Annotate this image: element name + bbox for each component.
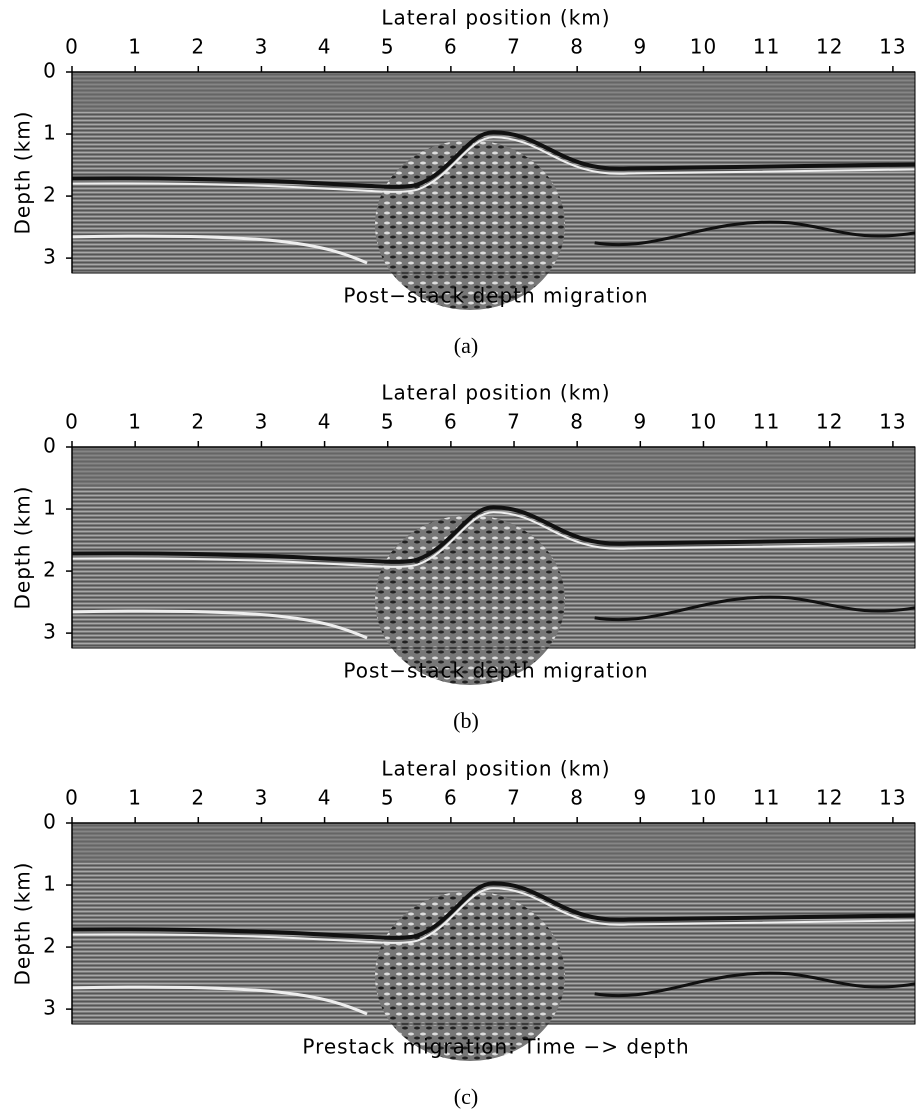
y-tick-label: 1 <box>43 872 57 896</box>
y-tick-label: 0 <box>43 810 57 834</box>
x-tick-label: 5 <box>381 35 395 59</box>
x-tick-label: 12 <box>816 786 843 810</box>
x-tick-label: 0 <box>65 786 79 810</box>
reflector <box>594 220 916 247</box>
panel-label: (c) <box>454 1084 478 1109</box>
x-tick-label: 6 <box>444 410 458 434</box>
reflector <box>594 971 916 998</box>
x-tick-label: 0 <box>65 35 79 59</box>
reflector <box>71 130 916 189</box>
reflector <box>71 985 368 1016</box>
x-tick-label: 6 <box>444 786 458 810</box>
y-tick-label: 2 <box>43 558 57 582</box>
y-tick-label: 1 <box>43 496 57 520</box>
reflector <box>71 609 368 640</box>
x-tick-label: 3 <box>255 786 269 810</box>
x-tick-label: 13 <box>879 786 906 810</box>
x-tick-label: 4 <box>318 35 332 59</box>
x-tick-label: 4 <box>318 786 332 810</box>
y-tick-label: 3 <box>43 620 57 644</box>
x-tick-label: 13 <box>879 410 906 434</box>
y-axis-title: Depth (km) <box>11 111 35 235</box>
x-tick-label: 7 <box>507 786 521 810</box>
y-axis-title: Depth (km) <box>11 862 35 986</box>
image-frame <box>71 71 916 274</box>
image-frame <box>71 822 916 1025</box>
x-axis-title: Lateral position (km) <box>381 381 610 405</box>
reflector <box>71 881 916 940</box>
shallow-zone <box>72 72 915 112</box>
x-tick-label: 12 <box>816 35 843 59</box>
x-tick-label: 0 <box>65 410 79 434</box>
image-frame <box>71 446 916 649</box>
x-tick-label: 2 <box>191 410 205 434</box>
x-tick-label: 13 <box>879 35 906 59</box>
x-tick-label: 11 <box>753 35 780 59</box>
reflector <box>594 595 916 622</box>
x-tick-label: 9 <box>633 786 647 810</box>
reflector <box>71 887 916 944</box>
x-tick-label: 10 <box>690 410 717 434</box>
x-tick-label: 1 <box>128 35 142 59</box>
reflector <box>71 234 368 265</box>
x-tick-label: 4 <box>318 410 332 434</box>
x-tick-label: 8 <box>570 35 584 59</box>
shallow-zone <box>72 447 915 487</box>
x-tick-label: 8 <box>570 410 584 434</box>
x-tick-label: 12 <box>816 410 843 434</box>
y-axis-title: Depth (km) <box>11 486 35 610</box>
y-tick-label: 0 <box>43 59 57 83</box>
x-tick-label: 2 <box>191 35 205 59</box>
x-tick-label: 11 <box>753 786 780 810</box>
y-tick-label: 3 <box>43 245 57 269</box>
reflector <box>71 511 916 568</box>
reflector <box>71 505 916 564</box>
x-tick-label: 5 <box>381 410 395 434</box>
image-title: Prestack migration: Time −> depth <box>302 1035 689 1059</box>
image-title: Post−stack depth migration <box>343 284 648 308</box>
x-tick-label: 8 <box>570 786 584 810</box>
x-tick-label: 5 <box>381 786 395 810</box>
panel-label: (b) <box>453 708 479 733</box>
x-tick-label: 1 <box>128 410 142 434</box>
x-tick-label: 2 <box>191 786 205 810</box>
x-tick-label: 9 <box>633 410 647 434</box>
x-tick-label: 3 <box>255 410 269 434</box>
y-tick-label: 3 <box>43 996 57 1020</box>
x-axis-title: Lateral position (km) <box>381 757 610 781</box>
y-tick-label: 2 <box>43 934 57 958</box>
x-tick-label: 6 <box>444 35 458 59</box>
x-tick-label: 11 <box>753 410 780 434</box>
x-tick-label: 9 <box>633 35 647 59</box>
image-title: Post−stack depth migration <box>343 659 648 683</box>
x-tick-label: 7 <box>507 35 521 59</box>
y-tick-label: 1 <box>43 121 57 145</box>
x-axis-title: Lateral position (km) <box>381 6 610 30</box>
panel-label: (a) <box>454 333 478 358</box>
shallow-zone <box>72 823 915 863</box>
x-tick-label: 10 <box>690 35 717 59</box>
y-tick-label: 2 <box>43 183 57 207</box>
x-tick-label: 10 <box>690 786 717 810</box>
x-tick-label: 7 <box>507 410 521 434</box>
reflector <box>71 136 916 193</box>
x-tick-label: 1 <box>128 786 142 810</box>
y-tick-label: 0 <box>43 434 57 458</box>
x-tick-label: 3 <box>255 35 269 59</box>
